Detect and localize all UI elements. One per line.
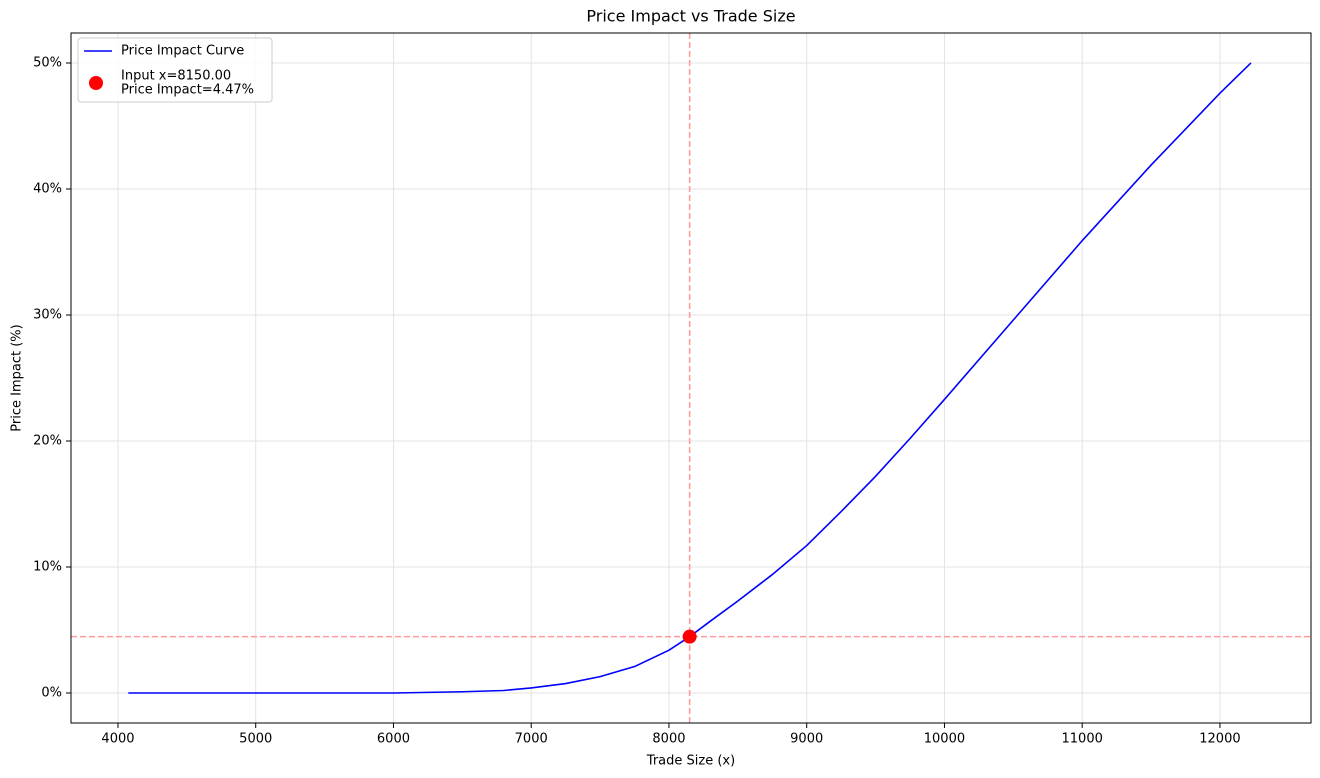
x-tick-label: 12000 bbox=[1199, 732, 1240, 747]
x-tick-label: 10000 bbox=[924, 732, 965, 747]
legend-swatch bbox=[89, 76, 103, 90]
plot bbox=[71, 33, 1311, 723]
y-tick-label: 30% bbox=[33, 307, 62, 322]
legend-box bbox=[77, 37, 273, 103]
x-tick-label: 7000 bbox=[515, 732, 548, 747]
x-tick-label: 9000 bbox=[790, 732, 823, 747]
y-tick-label: 0% bbox=[41, 686, 62, 701]
x-tick-label: 11000 bbox=[1062, 732, 1103, 747]
legend-label: Input x=8150.00 bbox=[121, 69, 231, 84]
x-tick-label: 5000 bbox=[239, 732, 272, 747]
x-tick-label: 8000 bbox=[652, 732, 685, 747]
x-tick-label: 6000 bbox=[377, 732, 410, 747]
chart-title: Price Impact vs Trade Size bbox=[586, 7, 795, 26]
y-tick-label: 10% bbox=[33, 560, 62, 575]
legend-label: Price Impact=4.47% bbox=[121, 83, 254, 98]
y-tick-label: 50% bbox=[33, 55, 62, 70]
plot-frame bbox=[70, 32, 1312, 724]
y-tick-label: 40% bbox=[33, 181, 62, 196]
y-tick-label: 20% bbox=[33, 434, 62, 449]
point bbox=[682, 629, 697, 644]
x-tick-label: 4000 bbox=[101, 732, 134, 747]
legend-label: Price Impact Curve bbox=[121, 44, 244, 59]
line bbox=[128, 62, 1252, 694]
y-axis-label: Price Impact (%) bbox=[10, 324, 25, 431]
x-axis-label: Trade Size (x) bbox=[646, 754, 735, 769]
